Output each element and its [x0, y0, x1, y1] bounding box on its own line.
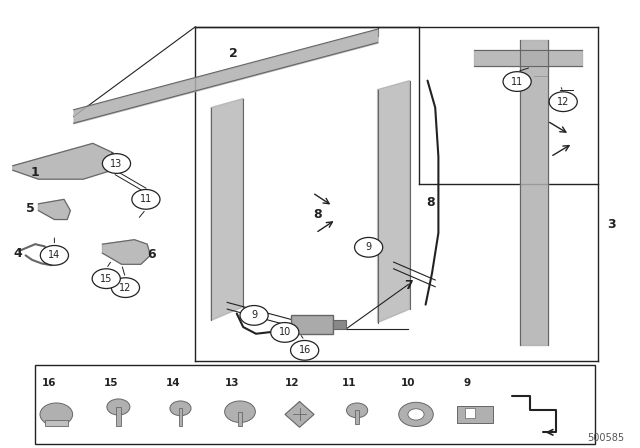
Bar [465, 408, 475, 418]
Circle shape [408, 409, 424, 420]
Polygon shape [13, 143, 115, 179]
Text: 3: 3 [607, 217, 616, 231]
Circle shape [102, 154, 131, 173]
Polygon shape [285, 401, 314, 427]
Text: 13: 13 [225, 378, 239, 388]
Bar [355, 410, 360, 425]
Bar [291, 315, 333, 334]
Polygon shape [38, 199, 70, 220]
Text: 5: 5 [26, 202, 35, 215]
Text: 12: 12 [557, 97, 570, 107]
Circle shape [225, 401, 255, 422]
Bar [45, 420, 68, 426]
Bar [457, 406, 493, 423]
Circle shape [40, 403, 72, 426]
Circle shape [399, 402, 433, 426]
Circle shape [291, 340, 319, 360]
Circle shape [111, 278, 140, 297]
Circle shape [240, 306, 268, 325]
Text: 8: 8 [313, 207, 322, 221]
Text: 16: 16 [42, 378, 56, 388]
Text: 9: 9 [251, 310, 257, 320]
Text: 14: 14 [48, 250, 61, 260]
Text: 10: 10 [278, 327, 291, 337]
Polygon shape [211, 99, 243, 320]
Circle shape [271, 323, 299, 342]
Circle shape [40, 246, 68, 265]
Text: 9: 9 [365, 242, 372, 252]
Text: 12: 12 [119, 283, 132, 293]
Text: 7: 7 [404, 279, 413, 293]
Polygon shape [520, 50, 548, 66]
Bar [35, 365, 595, 444]
Text: 15: 15 [100, 274, 113, 284]
Text: 2: 2 [229, 47, 238, 60]
Text: 12: 12 [285, 378, 299, 388]
Circle shape [107, 399, 130, 415]
Bar [333, 320, 346, 329]
Text: 11: 11 [342, 378, 356, 388]
Bar [115, 407, 122, 426]
Bar [179, 409, 182, 426]
Polygon shape [378, 81, 410, 323]
Text: 6: 6 [147, 248, 156, 261]
Text: 4: 4 [13, 246, 22, 260]
Text: 16: 16 [298, 345, 311, 355]
Circle shape [92, 269, 120, 289]
Text: 500585: 500585 [587, 433, 624, 443]
Text: 15: 15 [104, 378, 118, 388]
Circle shape [503, 72, 531, 91]
Circle shape [549, 92, 577, 112]
Text: 11: 11 [140, 194, 152, 204]
Circle shape [132, 190, 160, 209]
Circle shape [347, 403, 367, 418]
Text: 1: 1 [31, 166, 40, 179]
Circle shape [170, 401, 191, 416]
Text: 11: 11 [511, 77, 524, 86]
Polygon shape [102, 240, 150, 264]
Text: 10: 10 [401, 378, 415, 388]
Circle shape [355, 237, 383, 257]
Text: 8: 8 [426, 196, 435, 209]
Text: 13: 13 [110, 159, 123, 168]
Text: 14: 14 [166, 378, 180, 388]
Text: 9: 9 [463, 378, 471, 388]
Bar [237, 412, 243, 426]
